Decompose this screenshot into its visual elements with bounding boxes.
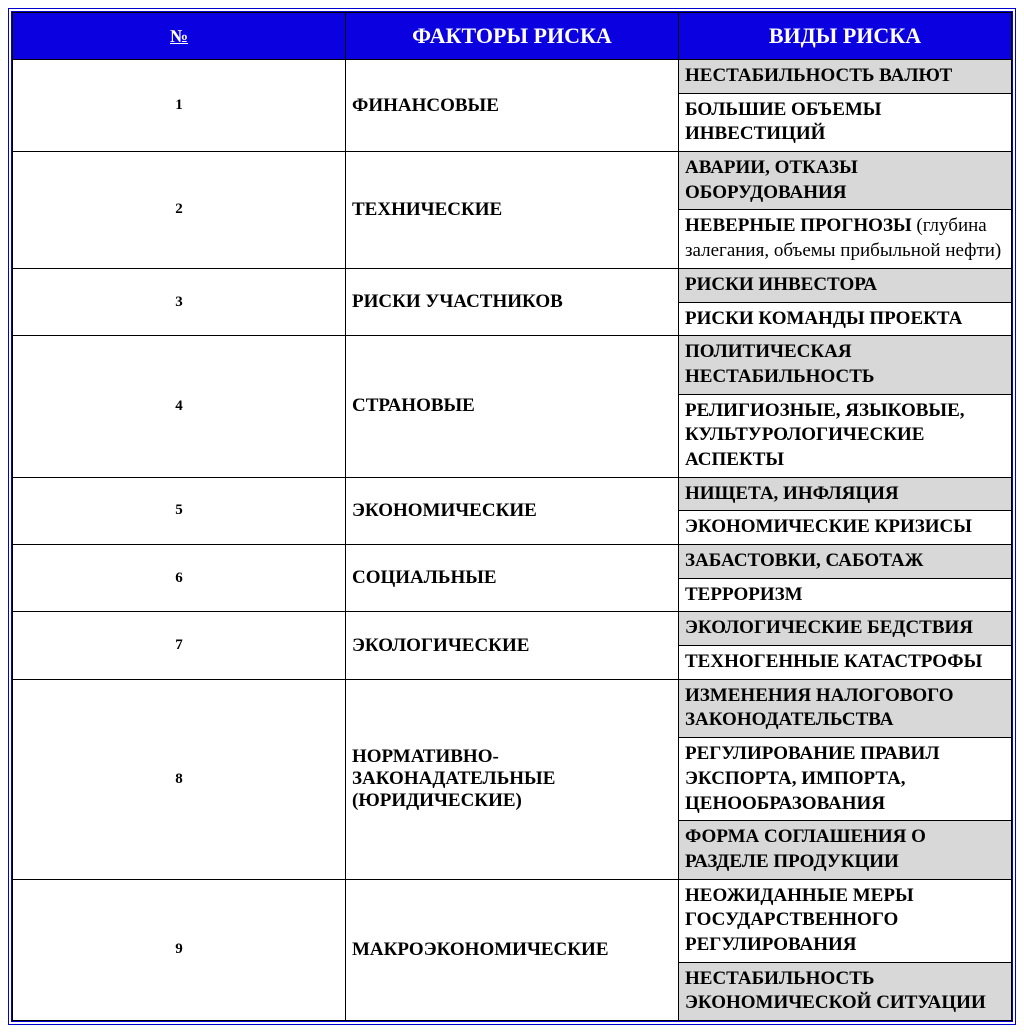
risk-factor: ТЕХНИЧЕСКИЕ	[346, 152, 679, 269]
risk-type: ИЗМЕНЕНИЯ НАЛОГОВОГО ЗАКОНОДАТЕЛЬСТВА	[679, 679, 1012, 737]
table-row: 8НОРМАТИВНО-ЗАКОНАДАТЕЛЬНЫЕ (ЮРИДИЧЕСКИЕ…	[13, 679, 1012, 737]
table-row: 4СТРАНОВЫЕПОЛИТИЧЕСКАЯ НЕСТАБИЛЬНОСТЬ	[13, 336, 1012, 394]
table-row: 5ЭКОНОМИЧЕСКИЕНИЩЕТА, ИНФЛЯЦИЯ	[13, 477, 1012, 511]
risk-factor: РИСКИ УЧАСТНИКОВ	[346, 268, 679, 335]
risk-type: ЗАБАСТОВКИ, САБОТАЖ	[679, 545, 1012, 579]
row-number: 2	[13, 152, 346, 269]
risk-factor: ЭКОНОМИЧЕСКИЕ	[346, 477, 679, 544]
risk-factor: НОРМАТИВНО-ЗАКОНАДАТЕЛЬНЫЕ (ЮРИДИЧЕСКИЕ)	[346, 679, 679, 879]
risk-factor: СТРАНОВЫЕ	[346, 336, 679, 477]
risk-type: РЕЛИГИОЗНЫЕ, ЯЗЫКОВЫЕ, КУЛЬТУРОЛОГИЧЕСКИ…	[679, 394, 1012, 477]
risk-type: АВАРИИ, ОТКАЗЫ ОБОРУДОВАНИЯ	[679, 152, 1012, 210]
header-types: ВИДЫ РИСКА	[679, 13, 1012, 60]
risk-type: НЕСТАБИЛЬНОСТЬ ЭКОНОМИЧЕСКОЙ СИТУАЦИИ	[679, 962, 1012, 1020]
header-num: №	[13, 13, 346, 60]
risk-factor: МАКРОЭКОНОМИЧЕСКИЕ	[346, 879, 679, 1020]
risk-type: НЕСТАБИЛЬНОСТЬ ВАЛЮТ	[679, 60, 1012, 94]
row-number: 7	[13, 612, 346, 679]
risk-type: НЕОЖИДАННЫЕ МЕРЫ ГОСУДАРСТВЕННОГО РЕГУЛИ…	[679, 879, 1012, 962]
risk-type: ФОРМА СОГЛАШЕНИЯ О РАЗДЕЛЕ ПРОДУКЦИИ	[679, 821, 1012, 879]
risk-factor: СОЦИАЛЬНЫЕ	[346, 545, 679, 612]
header-row: № ФАКТОРЫ РИСКА ВИДЫ РИСКА	[13, 13, 1012, 60]
risk-type: НИЩЕТА, ИНФЛЯЦИЯ	[679, 477, 1012, 511]
risk-type: РИСКИ КОМАНДЫ ПРОЕКТА	[679, 302, 1012, 336]
table-row: 1ФИНАНСОВЫЕНЕСТАБИЛЬНОСТЬ ВАЛЮТ	[13, 60, 1012, 94]
risk-type: ПОЛИТИЧЕСКАЯ НЕСТАБИЛЬНОСТЬ	[679, 336, 1012, 394]
risk-type: ТЕРРОРИЗМ	[679, 578, 1012, 612]
row-number: 6	[13, 545, 346, 612]
row-number: 1	[13, 60, 346, 152]
table-row: 3РИСКИ УЧАСТНИКОВРИСКИ ИНВЕСТОРА	[13, 268, 1012, 302]
risk-table: № ФАКТОРЫ РИСКА ВИДЫ РИСКА 1ФИНАНСОВЫЕНЕ…	[12, 12, 1012, 1021]
risk-type: БОЛЬШИЕ ОБЪЕМЫ ИНВЕСТИЦИЙ	[679, 93, 1012, 151]
risk-type: РИСКИ ИНВЕСТОРА	[679, 268, 1012, 302]
risk-type: НЕВЕРНЫЕ ПРОГНОЗЫ (глубина залегания, об…	[679, 210, 1012, 268]
row-number: 3	[13, 268, 346, 335]
risk-type: РЕГУЛИРОВАНИЕ ПРАВИЛ ЭКСПОРТА, ИМПОРТА, …	[679, 738, 1012, 821]
table-frame: № ФАКТОРЫ РИСКА ВИДЫ РИСКА 1ФИНАНСОВЫЕНЕ…	[8, 8, 1016, 1025]
table-body: 1ФИНАНСОВЫЕНЕСТАБИЛЬНОСТЬ ВАЛЮТБОЛЬШИЕ О…	[13, 60, 1012, 1021]
table-row: 7ЭКОЛОГИЧЕСКИЕЭКОЛОГИЧЕСКИЕ БЕДСТВИЯ	[13, 612, 1012, 646]
row-number: 5	[13, 477, 346, 544]
risk-type: ЭКОНОМИЧЕСКИЕ КРИЗИСЫ	[679, 511, 1012, 545]
row-number: 8	[13, 679, 346, 879]
table-row: 6СОЦИАЛЬНЫЕЗАБАСТОВКИ, САБОТАЖ	[13, 545, 1012, 579]
risk-type: ТЕХНОГЕННЫЕ КАТАСТРОФЫ	[679, 646, 1012, 680]
row-number: 4	[13, 336, 346, 477]
risk-factor: ЭКОЛОГИЧЕСКИЕ	[346, 612, 679, 679]
risk-factor: ФИНАНСОВЫЕ	[346, 60, 679, 152]
risk-type: ЭКОЛОГИЧЕСКИЕ БЕДСТВИЯ	[679, 612, 1012, 646]
header-factors: ФАКТОРЫ РИСКА	[346, 13, 679, 60]
table-row: 9МАКРОЭКОНОМИЧЕСКИЕНЕОЖИДАННЫЕ МЕРЫ ГОСУ…	[13, 879, 1012, 962]
row-number: 9	[13, 879, 346, 1020]
table-row: 2ТЕХНИЧЕСКИЕАВАРИИ, ОТКАЗЫ ОБОРУДОВАНИЯ	[13, 152, 1012, 210]
